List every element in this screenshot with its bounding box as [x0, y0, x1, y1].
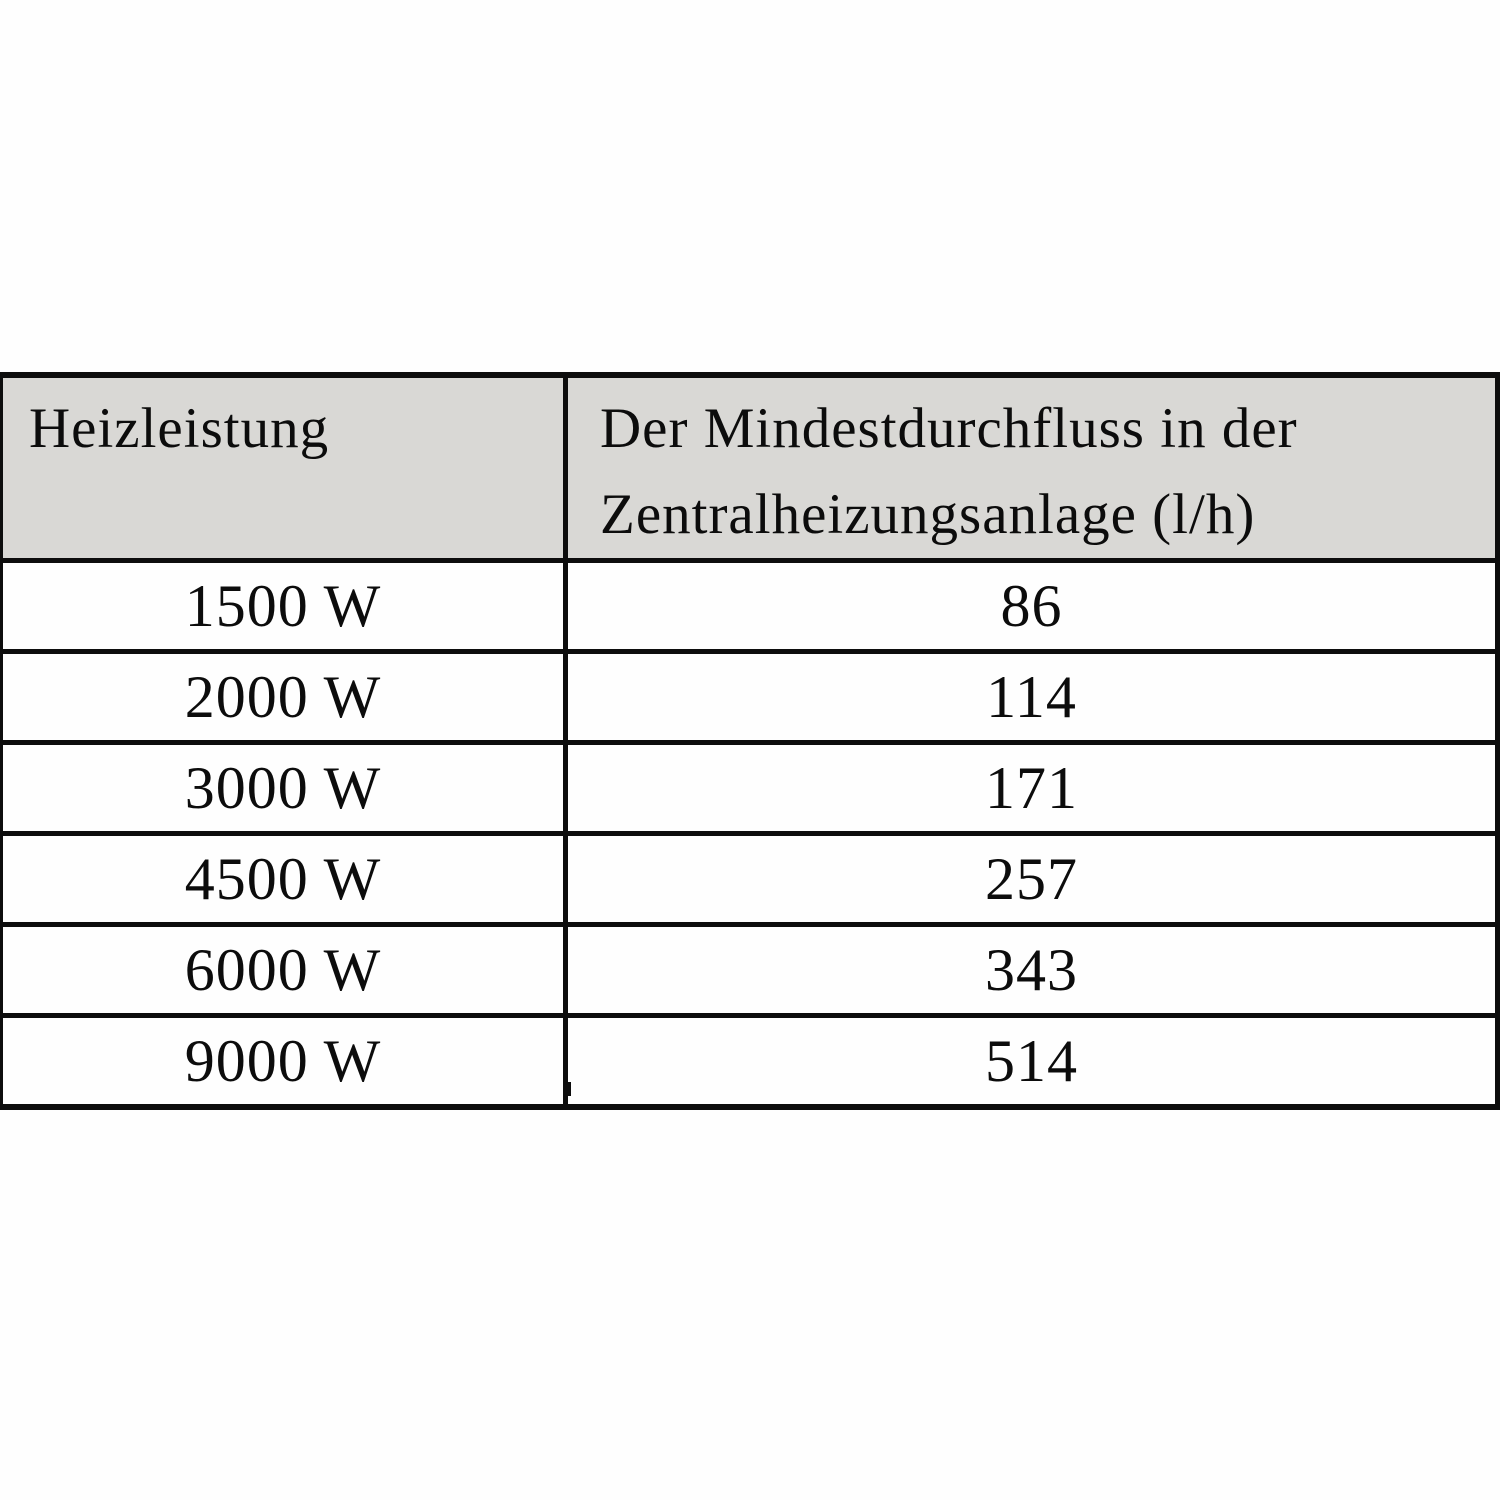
flow-cell: 114: [986, 663, 1077, 730]
column-divider-tail: [566, 1082, 571, 1096]
table-row: 9000 W 514: [3, 1013, 1495, 1104]
flow-cell: 257: [985, 845, 1078, 912]
power-cell: 6000 W: [3, 927, 568, 1013]
power-cell: 3000 W: [3, 745, 568, 831]
header-cell-heizleistung: Heizleistung: [3, 378, 568, 558]
table-row: 4500 W 257: [3, 831, 1495, 922]
table-row: 6000 W 343: [3, 922, 1495, 1013]
flow-cell: 171: [985, 754, 1078, 821]
flow-cell: 343: [985, 936, 1078, 1003]
flow-cell: 514: [985, 1027, 1078, 1094]
table-row: 2000 W 114: [3, 649, 1495, 740]
table-row: 1500 W 86: [3, 558, 1495, 649]
table-header-row: Heizleistung Der Mindestdurchfluss in de…: [3, 378, 1495, 558]
power-cell: 9000 W: [3, 1018, 568, 1104]
header-cell-mindestdurchfluss: Der Mindestdurchfluss in der Zentralheiz…: [600, 397, 1298, 546]
power-cell: 1500 W: [3, 563, 568, 649]
power-cell: 4500 W: [3, 836, 568, 922]
heating-power-flow-table: Heizleistung Der Mindestdurchfluss in de…: [0, 372, 1500, 1110]
power-cell: 2000 W: [3, 654, 568, 740]
table-row: 3000 W 171: [3, 740, 1495, 831]
flow-cell: 86: [1000, 572, 1063, 639]
